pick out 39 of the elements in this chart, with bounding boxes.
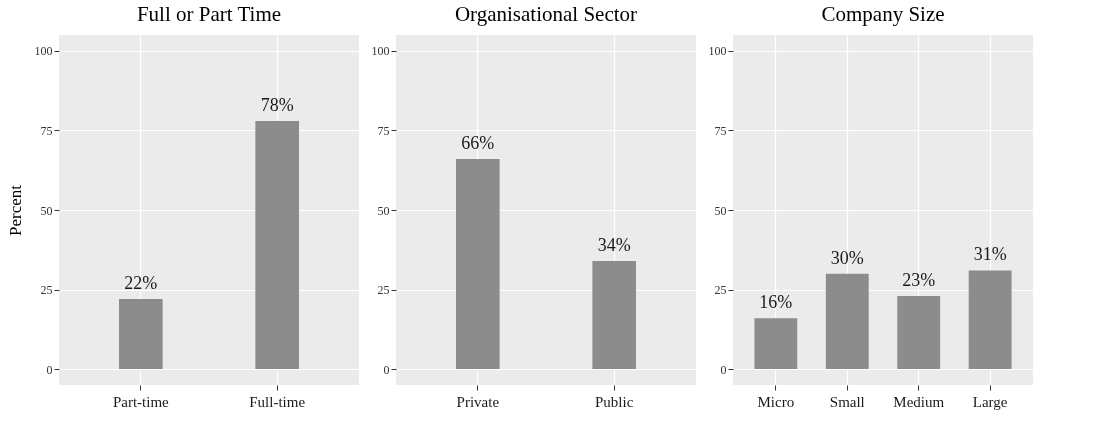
y-tick-label: 100 — [708, 44, 727, 59]
bar — [897, 295, 941, 370]
y-tick-label: 25 — [40, 283, 53, 298]
bar — [825, 273, 869, 370]
bar — [754, 318, 798, 370]
y-tick-label: 75 — [40, 123, 53, 138]
y-tick-label: 50 — [714, 203, 727, 218]
x-tick-label: Part-time — [112, 393, 170, 410]
data-label: 31% — [973, 244, 1007, 265]
y-tick-label: 25 — [714, 283, 727, 298]
y-tick-label: 0 — [720, 362, 727, 377]
y-axis-title: Percent — [5, 184, 25, 236]
x-tick-label: Public — [595, 393, 634, 410]
x-tick-label: Private — [456, 393, 500, 410]
y-tick-label: 0 — [46, 362, 53, 377]
y-tick-label: 75 — [714, 123, 727, 138]
x-tick-label: Full-time — [249, 393, 306, 410]
data-label: 78% — [260, 94, 294, 115]
x-tick-label: Medium — [893, 393, 945, 410]
data-label: 30% — [830, 247, 864, 268]
data-label: 23% — [902, 269, 936, 290]
bar — [968, 270, 1012, 370]
y-tick-label: 0 — [383, 362, 390, 377]
chart-title: Full or Part Time — [136, 2, 282, 26]
x-tick-label: Micro — [757, 393, 795, 410]
data-label: 34% — [597, 234, 631, 255]
y-tick-label: 25 — [377, 283, 390, 298]
y-tick-label: 75 — [377, 123, 390, 138]
chart-title: Company Size — [821, 2, 945, 26]
x-tick-label: Small — [829, 393, 865, 410]
x-tick-label: Large — [972, 393, 1008, 410]
y-tick-label: 50 — [40, 203, 53, 218]
data-label: 66% — [461, 133, 495, 154]
y-tick-label: 100 — [34, 44, 53, 59]
y-tick-label: 50 — [377, 203, 390, 218]
chart-title: Organisational Sector — [454, 2, 638, 26]
y-tick-label: 100 — [371, 44, 390, 59]
data-label: 16% — [759, 292, 793, 313]
data-label: 22% — [124, 273, 158, 294]
